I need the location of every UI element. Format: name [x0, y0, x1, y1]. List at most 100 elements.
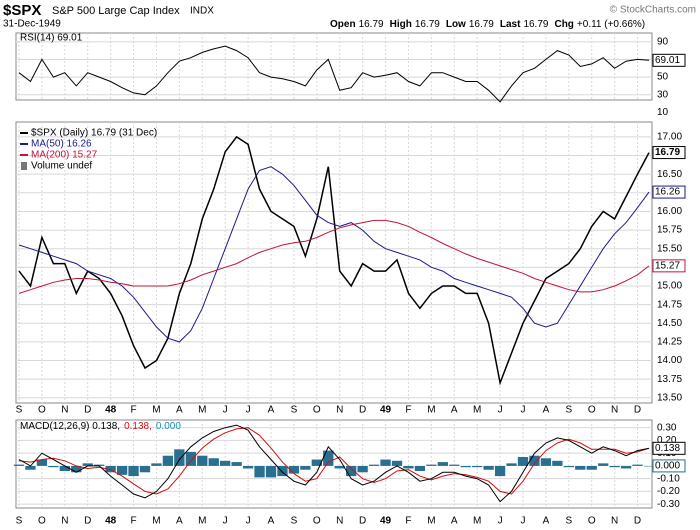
y-tick-label: 15.75: [657, 225, 682, 236]
histogram-bar: [151, 463, 162, 466]
x-tick-label: O: [313, 516, 321, 527]
x-tick-label: F: [130, 405, 136, 416]
quote-value: +0.11 (+0.66%): [577, 19, 645, 30]
y-tick-label: 14.75: [657, 299, 682, 310]
x-tick-label: D: [634, 516, 641, 527]
value-tag-label: 15.27: [655, 260, 680, 271]
x-tick-label: A: [543, 516, 550, 527]
value-tag-label: 0.000: [655, 461, 680, 472]
panel-frame: [15, 121, 653, 404]
y-tick-label: 90: [657, 36, 669, 47]
quote-value: 16.79: [415, 19, 440, 30]
x-tick-label: M: [198, 516, 206, 527]
y-tick-label: 50: [657, 72, 669, 83]
histogram-bar: [380, 459, 391, 466]
x-tick-label: N: [61, 516, 68, 527]
legend-label: MA(50) 16.26: [31, 139, 92, 150]
panel-frame: [15, 32, 653, 101]
x-tick-label: M: [198, 405, 206, 416]
histogram-bar: [586, 465, 597, 470]
histogram-bar: [13, 464, 25, 466]
histogram-bar: [449, 464, 460, 466]
y-tick-label: 16.00: [657, 206, 682, 217]
histogram-bar: [494, 465, 506, 477]
y-tick-label: 30: [657, 89, 669, 100]
x-tick-label: A: [451, 405, 458, 416]
x-tick-label: A: [268, 516, 275, 527]
x-tick-label: D: [359, 405, 366, 416]
x-tick-label: M: [473, 405, 481, 416]
x-tick-label: A: [176, 516, 183, 527]
y-tick-label: 13.50: [657, 392, 682, 403]
x-tick-label: F: [130, 516, 136, 527]
x-tick-label: O: [38, 516, 46, 527]
value-tag-label: 69.01: [655, 55, 680, 66]
histogram-bar: [82, 463, 93, 466]
x-tick-label: A: [451, 516, 458, 527]
value-tag: [652, 53, 686, 67]
x-tick-label: J: [223, 405, 228, 416]
histogram-bar: [71, 465, 82, 473]
x-tick-label: J: [246, 516, 251, 527]
symbol: $SPX: [3, 2, 41, 19]
y-tick-label: 15.50: [657, 243, 682, 254]
histogram-bar: [403, 465, 414, 469]
x-tick-label: J: [521, 405, 526, 416]
histogram-bar: [552, 460, 563, 466]
x-tick-label: M: [152, 516, 160, 527]
value-tag-label: 16.26: [655, 187, 680, 198]
value-tag: [652, 185, 686, 199]
histogram-bar: [231, 462, 242, 466]
y-tick-label: 13.75: [657, 374, 682, 385]
x-tick-label: S: [565, 405, 572, 416]
x-tick-label: O: [38, 405, 46, 416]
legend: MACD(12,26,9) 0.138, 0.138, 0.000: [20, 421, 181, 432]
x-tick-label: N: [336, 516, 343, 527]
date: 31-Dec-1949: [3, 19, 61, 30]
histogram-bar: [368, 464, 380, 466]
histogram-bar: [254, 465, 265, 478]
histogram-bar: [483, 465, 494, 470]
histogram-bar: [116, 465, 128, 475]
quote: Open 16.79 High 16.79 Low 16.79 Last 16.79 Chg +0…: [330, 19, 645, 30]
histogram-bar: [529, 455, 540, 466]
y-tick-label: 0.20: [657, 435, 677, 446]
histogram-bar: [506, 463, 517, 466]
histogram-bar: [460, 465, 471, 468]
quote-label: Open: [330, 19, 356, 30]
legend-swatch: [21, 162, 27, 170]
x-tick-label: N: [61, 405, 68, 416]
quote-label: High: [390, 19, 412, 30]
x-tick-label: M: [152, 405, 160, 416]
x-tick-label: 49: [380, 405, 392, 416]
x-tick-label: A: [543, 405, 550, 416]
y-tick-label: -0.20: [657, 486, 680, 497]
legend-label: MA(200) 15.27: [31, 150, 98, 161]
histogram-bar: [139, 465, 151, 473]
series-line: [18, 424, 650, 503]
value-tag: [652, 259, 686, 273]
histogram-bar: [162, 455, 174, 466]
y-tick-label: 10: [657, 107, 669, 118]
histogram-bar: [346, 465, 357, 477]
legend-label: MACD(12,26,9) 0.138,: [20, 421, 120, 432]
histogram-bar: [265, 465, 277, 478]
value-tag: [652, 146, 686, 160]
x-tick-label: 48: [105, 405, 117, 416]
series-line: [18, 427, 650, 495]
histogram-bar: [242, 465, 254, 469]
x-tick-label: O: [588, 405, 596, 416]
x-tick-label: S: [16, 516, 23, 527]
legend-label: $SPX (Daily) 16.79 (31 Dec): [31, 128, 157, 139]
x-tick-label: M: [427, 405, 435, 416]
histogram-bar: [323, 450, 334, 466]
histogram-bar: [414, 465, 426, 472]
histogram-bar: [94, 464, 105, 466]
x-tick-label: D: [634, 405, 641, 416]
histogram-bar: [334, 465, 345, 469]
histogram-bar: [277, 465, 288, 477]
y-tick-label: 15.00: [657, 281, 682, 292]
histogram-bar: [36, 459, 48, 466]
histogram-bar: [609, 465, 620, 468]
y-tick-label: -0.30: [657, 499, 680, 510]
